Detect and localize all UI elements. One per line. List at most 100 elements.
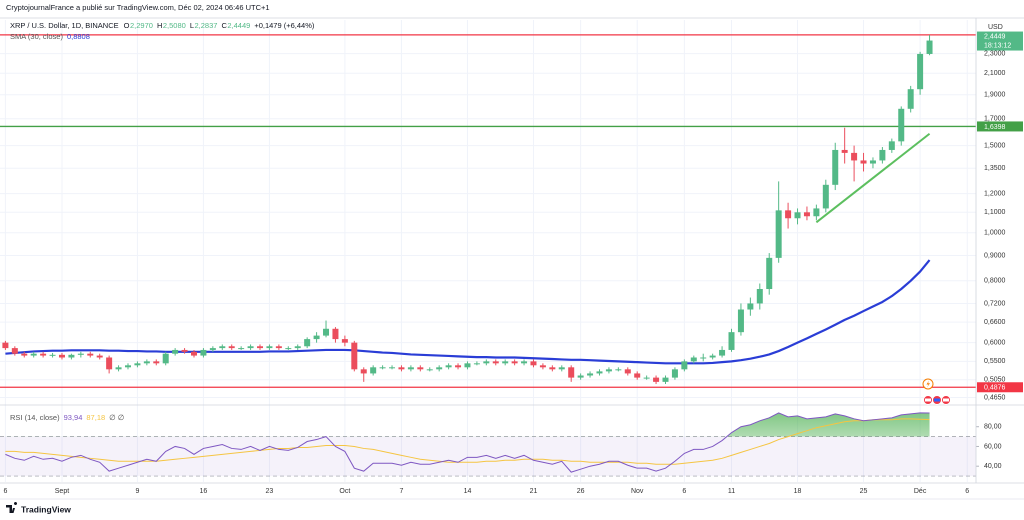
event-icons: [922, 378, 951, 405]
chart-title: XRP / U.S. Dollar, 1D, BINANCE: [10, 21, 119, 30]
brand-logo[interactable]: [6, 502, 18, 513]
candle-body: [464, 363, 471, 368]
candle-body: [813, 208, 820, 217]
y-tick-label: 0,9000: [984, 252, 1006, 259]
sma-legend-name: SMA (30, close): [10, 32, 63, 41]
candle-body: [605, 369, 612, 372]
candle-body: [153, 361, 160, 364]
header: CryptojournalFrance a publié sur Trading…: [6, 3, 1003, 422]
candle-body: [455, 365, 462, 368]
candle-body: [756, 289, 763, 304]
publisher: CryptojournalFrance a publié sur Trading…: [6, 3, 270, 12]
currency: USD: [988, 24, 1003, 31]
y-tick-label: 1,2000: [984, 190, 1006, 197]
candle-body: [709, 355, 716, 358]
candle-body: [407, 367, 414, 370]
x-tick-label: 26: [577, 488, 585, 495]
rsi-line: [5, 412, 930, 473]
rsi-tick-label: 80,00: [984, 424, 1002, 431]
ohlc-legend: 2,2837: [195, 21, 218, 30]
candle-body: [68, 354, 75, 358]
x-tick-label: Sept: [55, 488, 69, 495]
candle-body: [700, 357, 707, 359]
candle-body: [681, 361, 688, 370]
ohlc-legend: O: [124, 21, 130, 30]
y-tick-label: 0,5500: [984, 358, 1006, 365]
candle-body: [577, 375, 584, 378]
y-tick-label: 0,7200: [984, 300, 1006, 307]
candle-body: [615, 369, 622, 371]
x-tick-label: 6: [3, 488, 7, 495]
candle-body: [275, 346, 282, 349]
candle-body: [247, 346, 254, 349]
flag-stripe: [925, 398, 931, 402]
candle-body: [596, 371, 603, 374]
candle-body: [747, 303, 754, 310]
y-tick-label: 0,5050: [984, 377, 1006, 384]
candle-body: [143, 361, 150, 364]
footer: TradingView: [6, 502, 71, 514]
candle-body: [822, 184, 829, 209]
flag-stripe: [934, 398, 940, 402]
candle-body: [389, 367, 396, 369]
candle-body: [351, 342, 358, 370]
ohlc-legend: 2,5080: [163, 21, 186, 30]
candle-body: [228, 346, 235, 349]
candle-body: [11, 348, 18, 354]
candle-body: [539, 365, 546, 368]
flag-stripe: [943, 398, 949, 402]
x-tick-label: Nov: [631, 488, 644, 495]
candle-body: [549, 367, 556, 370]
candle-body: [370, 367, 377, 374]
rsi-legend-value: 93,94: [64, 413, 83, 422]
candle-body: [690, 357, 697, 362]
candle-body: [719, 349, 726, 356]
candle-body: [558, 367, 565, 370]
last-price-label: 2,4449: [984, 33, 1006, 40]
candle-body: [737, 309, 744, 333]
rsi-ma-line: [5, 418, 930, 465]
candle-body: [511, 361, 518, 364]
brand[interactable]: TradingView: [21, 504, 71, 514]
axes: 6 Sept 9 16 23 Oct 7 14 21 26 Nov 6 11 18 25 Déc 6 0,4650…: [0, 17, 1024, 500]
candle-body: [445, 365, 452, 368]
ohlc-legend: 2,4449: [227, 21, 250, 30]
y-tick-label: 0,8000: [984, 278, 1006, 285]
candle-body: [483, 361, 490, 364]
candle-body: [794, 212, 801, 219]
price-tag-label: 1,6398: [984, 124, 1006, 131]
x-tick-label: Oct: [339, 488, 350, 495]
candle-body: [313, 335, 320, 340]
y-tick-label: 1,7000: [984, 116, 1006, 123]
y-tick-label: 1,9000: [984, 92, 1006, 99]
candle-body: [379, 367, 386, 369]
candle-body: [341, 339, 348, 343]
x-tick-label: 9: [135, 488, 139, 495]
candle-body: [77, 353, 84, 355]
ohlc-legend: C: [221, 21, 227, 30]
candle-body: [285, 348, 292, 350]
ohlc-legend: L: [190, 21, 194, 30]
candle-body: [172, 349, 179, 354]
candle-body: [785, 210, 792, 219]
candle-body: [879, 149, 886, 161]
candle-body: [492, 361, 499, 364]
x-tick-label: 25: [860, 488, 868, 495]
candle-body: [775, 210, 782, 258]
candle-body: [96, 355, 103, 358]
event-icon-bolt: [926, 380, 930, 388]
candle-body: [87, 353, 94, 356]
rsi-tick-label: 60,00: [984, 443, 1002, 450]
candle-body: [888, 141, 895, 150]
candle-body: [40, 353, 47, 356]
x-tick-label: 16: [200, 488, 208, 495]
candle-body: [200, 349, 207, 356]
candle-body: [653, 377, 660, 382]
rsi-legend-value: 87,18: [86, 413, 105, 422]
candle-body: [426, 369, 433, 371]
candle-body: [238, 348, 245, 350]
candle-body: [360, 369, 367, 374]
y-tick-label: 0,4650: [984, 394, 1006, 401]
candle-body: [568, 367, 575, 378]
